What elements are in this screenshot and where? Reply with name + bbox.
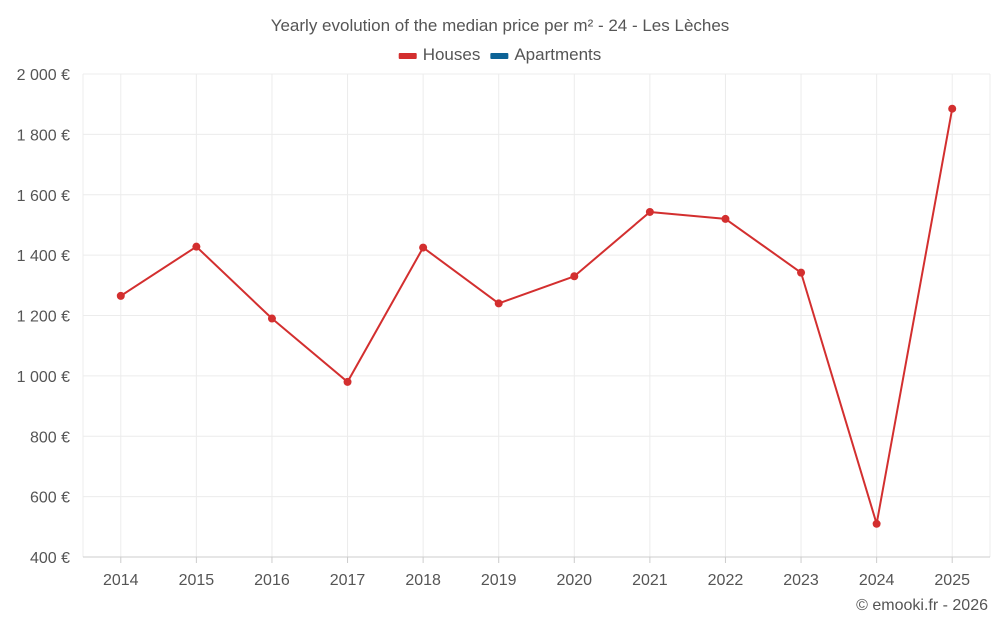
legend-swatch — [490, 53, 509, 59]
y-tick-label: 1 200 € — [17, 309, 70, 326]
data-point-houses[interactable] — [797, 268, 806, 277]
data-point-houses[interactable] — [116, 291, 125, 300]
x-tick-label: 2015 — [179, 572, 215, 589]
data-point-houses[interactable] — [494, 299, 503, 308]
x-tick-label: 2025 — [934, 572, 970, 589]
legend-item-houses[interactable]: Houses — [398, 45, 481, 64]
series-layer — [116, 104, 957, 528]
data-point-houses[interactable] — [570, 272, 579, 281]
x-tick-label: 2020 — [556, 572, 592, 589]
y-axis: 400 € 600 € 800 € 1 000 € 1 200 € 1 400 € 1 60… — [17, 67, 70, 567]
y-tick-label: 800 € — [30, 429, 70, 446]
legend-label: Houses — [423, 45, 481, 64]
x-axis: 2014 2015 2016 2017 2018 2019 2020 2021 2022 2023… — [103, 557, 970, 589]
x-tick-label: 2022 — [708, 572, 744, 589]
data-point-houses[interactable] — [267, 314, 276, 323]
y-tick-label: 2 000 € — [17, 67, 70, 84]
legend-item-apartments[interactable]: Apartments — [490, 45, 601, 64]
x-tick-label: 2021 — [632, 572, 668, 589]
chart-title: Yearly evolution of the median price per… — [271, 16, 730, 35]
x-tick-label: 2019 — [481, 572, 517, 589]
credit-text: © emooki.fr - 2026 — [856, 597, 988, 614]
data-point-houses[interactable] — [721, 214, 730, 223]
series-line-houses — [120, 108, 954, 525]
legend-swatch — [398, 53, 417, 59]
y-tick-label: 1 600 € — [17, 188, 70, 205]
data-point-houses[interactable] — [192, 242, 201, 251]
x-tick-label: 2024 — [859, 572, 895, 589]
legend: Houses Apartments — [398, 45, 601, 64]
y-tick-label: 600 € — [30, 490, 70, 507]
legend-label: Apartments — [514, 45, 601, 64]
y-tick-label: 1 000 € — [17, 369, 70, 386]
x-tick-label: 2018 — [405, 572, 441, 589]
data-point-houses[interactable] — [948, 104, 957, 113]
y-tick-label: 1 400 € — [17, 248, 70, 265]
data-point-houses[interactable] — [343, 377, 352, 386]
x-tick-label: 2023 — [783, 572, 819, 589]
x-tick-label: 2016 — [254, 572, 290, 589]
x-tick-label: 2017 — [330, 572, 366, 589]
y-tick-label: 400 € — [30, 550, 70, 567]
data-point-houses[interactable] — [645, 207, 654, 216]
x-tick-label: 2014 — [103, 572, 139, 589]
data-point-houses[interactable] — [872, 519, 881, 528]
y-tick-label: 1 800 € — [17, 127, 70, 144]
grid — [82, 73, 991, 558]
data-point-houses[interactable] — [419, 243, 428, 252]
